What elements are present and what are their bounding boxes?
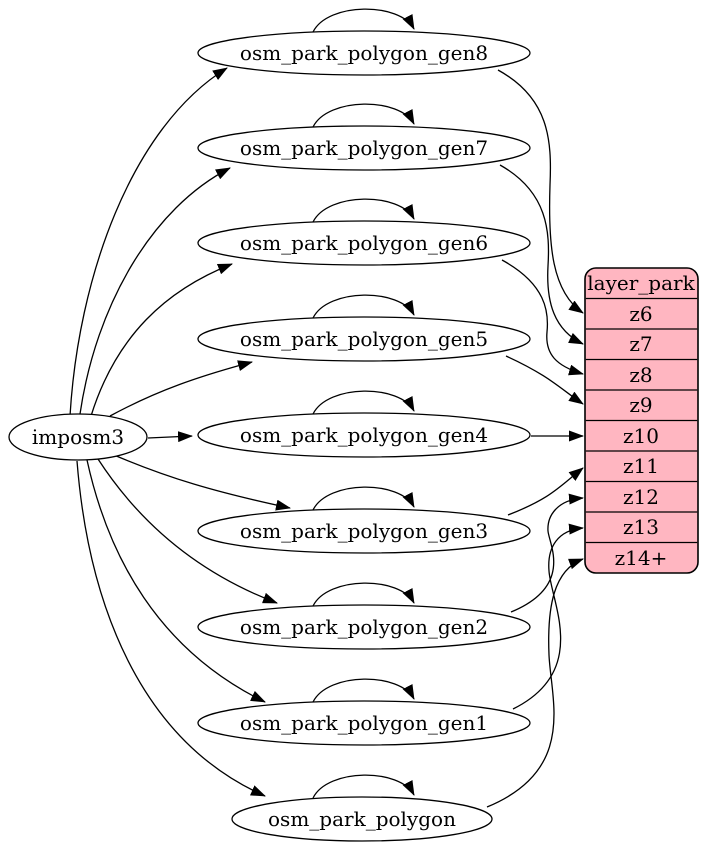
edges-from-source	[69, 67, 291, 797]
node-label-gen3: osm_park_polygon_gen3	[240, 519, 488, 543]
node-imposm3: imposm3	[8, 413, 148, 461]
self-loops	[312, 8, 415, 799]
node-ellipse-gen2	[197, 604, 531, 650]
edge-imposm3-to-gen1	[86, 459, 266, 703]
self-loop-gen4	[312, 390, 415, 415]
layer-row-z11: z11	[623, 454, 659, 478]
node-label-gen2: osm_park_polygon_gen2	[240, 615, 488, 639]
edge-imposm3-to-gen4	[147, 431, 193, 443]
node-label-gen7: osm_park_polygon_gen7	[240, 136, 488, 160]
node-osm_park_polygon_gen5: osm_park_polygon_gen5	[197, 316, 531, 362]
self-loop-gen8	[312, 8, 415, 33]
node-ellipse-gen6	[197, 220, 531, 266]
self-loop-gen1	[312, 678, 415, 703]
layer-row-z10: z10	[623, 424, 659, 448]
node-label-gen1: osm_park_polygon_gen1	[240, 711, 488, 735]
node-osm_park_polygon_gen3: osm_park_polygon_gen3	[197, 508, 531, 554]
layer-row-z14plus: z14+	[615, 546, 668, 570]
node-osm_park_polygon: osm_park_polygon	[231, 796, 493, 842]
node-label-gen4: osm_park_polygon_gen4	[240, 423, 488, 447]
node-osm_park_polygon_gen1: osm_park_polygon_gen1	[197, 700, 531, 746]
node-ellipse-polygon	[231, 796, 493, 842]
node-ellipse-gen1	[197, 700, 531, 746]
node-label-gen5: osm_park_polygon_gen5	[240, 327, 488, 351]
edge-gen3-to-z11	[507, 467, 584, 516]
layer-row-z12: z12	[623, 485, 659, 509]
edge-imposm3-to-gen2	[97, 458, 278, 604]
edges-to-layer	[486, 69, 584, 808]
edge-imposm3-to-gen3	[113, 454, 291, 511]
edge-imposm3-to-gen7	[79, 167, 231, 415]
layer-table-title: layer_park	[587, 271, 695, 295]
layer-row-z6: z6	[629, 302, 652, 326]
node-osm_park_polygon_gen4: osm_park_polygon_gen4	[197, 412, 531, 458]
node-osm_park_polygon_gen2: osm_park_polygon_gen2	[197, 604, 531, 650]
node-label-polygon: osm_park_polygon	[268, 807, 456, 831]
edge-imposm3-to-gen5	[109, 360, 253, 417]
node-osm_park_polygon_gen6: osm_park_polygon_gen6	[197, 220, 531, 266]
layer-row-z13: z13	[623, 515, 659, 539]
node-label-gen8: osm_park_polygon_gen8	[240, 41, 488, 65]
layer-park-table: layer_park z6 z7 z8 z9 z10 z11 z12 z13 z…	[584, 267, 699, 574]
layer-row-z7: z7	[629, 332, 652, 356]
self-loop-gen2	[312, 582, 415, 607]
edge-imposm3-to-gen8	[69, 67, 228, 417]
node-osm_park_polygon_gen8: osm_park_polygon_gen8	[197, 30, 531, 76]
self-loop-gen5	[312, 294, 415, 319]
node-ellipse-gen8	[197, 30, 531, 76]
edge-gen8-to-z6	[497, 69, 584, 314]
self-loop-gen3	[312, 486, 415, 511]
node-ellipse-gen4	[197, 412, 531, 458]
node-ellipse-gen3	[197, 508, 531, 554]
edge-imposm3-to-gen6	[90, 263, 233, 417]
edge-gen2-to-z12	[510, 493, 584, 613]
self-loop-polygon	[312, 774, 415, 799]
edge-polygon-to-z14plus	[486, 558, 584, 808]
node-ellipse-gen7	[197, 125, 531, 171]
edge-gen5-to-z9	[505, 355, 584, 405]
layer-row-z9: z9	[629, 393, 652, 417]
node-label-imposm3: imposm3	[32, 425, 124, 449]
self-loop-gen6	[312, 198, 415, 223]
node-label-gen6: osm_park_polygon_gen6	[240, 231, 488, 255]
edge-imposm3-to-polygon	[76, 460, 266, 797]
node-ellipse-imposm3	[8, 413, 148, 461]
edge-gen6-to-z8	[501, 259, 584, 376]
node-ellipse-gen5	[197, 316, 531, 362]
layer-row-z8: z8	[629, 363, 652, 387]
node-osm_park_polygon_gen7: osm_park_polygon_gen7	[197, 125, 531, 171]
self-loop-gen7	[312, 103, 415, 128]
edge-gen7-to-z7	[499, 164, 584, 345]
edge-gen1-to-z13	[512, 523, 584, 710]
